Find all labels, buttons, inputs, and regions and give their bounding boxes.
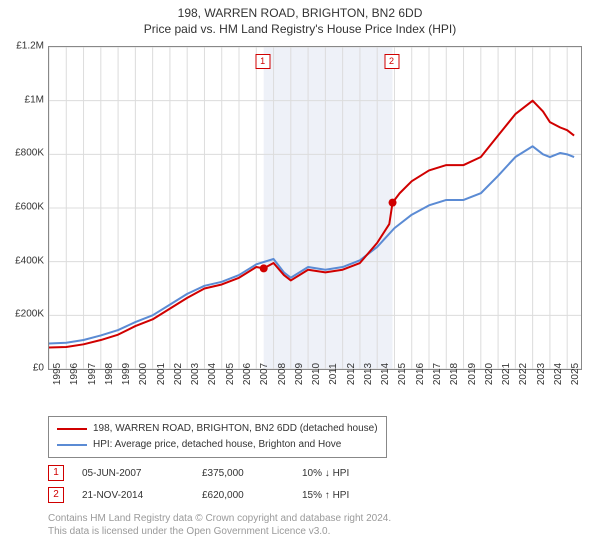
chart-plot-area — [48, 46, 582, 370]
x-tick-label: 1997 — [87, 363, 98, 385]
chart-container: 198, WARREN ROAD, BRIGHTON, BN2 6DD Pric… — [0, 0, 600, 560]
legend-swatch — [57, 444, 87, 446]
y-tick-label: £200K — [15, 309, 44, 320]
x-tick-label: 1999 — [121, 363, 132, 385]
event-delta: 10% ↓ HPI — [302, 468, 349, 479]
x-tick-label: 2003 — [190, 363, 201, 385]
event-price: £375,000 — [202, 468, 302, 479]
x-tick-label: 2018 — [449, 363, 460, 385]
x-tick-label: 2019 — [467, 363, 478, 385]
x-tick-label: 1995 — [52, 363, 63, 385]
x-tick-label: 2008 — [277, 363, 288, 385]
x-tick-label: 2013 — [363, 363, 374, 385]
event-price: £620,000 — [202, 490, 302, 501]
y-tick-label: £0 — [33, 363, 44, 374]
events-table: 1 05-JUN-2007 £375,000 10% ↓ HPI 2 21-NO… — [48, 462, 349, 506]
event-row: 1 05-JUN-2007 £375,000 10% ↓ HPI — [48, 462, 349, 484]
y-tick-label: £600K — [15, 202, 44, 213]
y-tick-label: £1M — [25, 94, 44, 105]
event-row: 2 21-NOV-2014 £620,000 15% ↑ HPI — [48, 484, 349, 506]
y-tick-label: £800K — [15, 148, 44, 159]
footer-attribution: Contains HM Land Registry data © Crown c… — [48, 512, 391, 538]
x-tick-label: 1998 — [104, 363, 115, 385]
x-tick-label: 2000 — [138, 363, 149, 385]
x-tick-label: 2007 — [259, 363, 270, 385]
chart-marker-badge: 2 — [384, 54, 399, 69]
x-tick-label: 2006 — [242, 363, 253, 385]
legend: 198, WARREN ROAD, BRIGHTON, BN2 6DD (det… — [48, 416, 387, 458]
x-tick-label: 2011 — [328, 363, 339, 385]
x-tick-label: 2023 — [536, 363, 547, 385]
x-tick-label: 2009 — [294, 363, 305, 385]
x-tick-label: 2012 — [346, 363, 357, 385]
title-subtitle: Price paid vs. HM Land Registry's House … — [0, 22, 600, 36]
legend-label: 198, WARREN ROAD, BRIGHTON, BN2 6DD (det… — [93, 421, 378, 437]
title-block: 198, WARREN ROAD, BRIGHTON, BN2 6DD Pric… — [0, 0, 600, 36]
x-tick-label: 2017 — [432, 363, 443, 385]
x-tick-label: 2014 — [380, 363, 391, 385]
footer-line: This data is licensed under the Open Gov… — [48, 525, 391, 538]
chart-svg — [49, 47, 581, 369]
x-tick-label: 1996 — [69, 363, 80, 385]
chart-marker-badge: 1 — [255, 54, 270, 69]
legend-label: HPI: Average price, detached house, Brig… — [93, 437, 341, 453]
footer-line: Contains HM Land Registry data © Crown c… — [48, 512, 391, 525]
x-tick-label: 2001 — [156, 363, 167, 385]
y-tick-label: £400K — [15, 255, 44, 266]
x-tick-label: 2022 — [518, 363, 529, 385]
x-tick-label: 2005 — [225, 363, 236, 385]
x-tick-label: 2004 — [207, 363, 218, 385]
x-tick-label: 2020 — [484, 363, 495, 385]
event-date: 05-JUN-2007 — [82, 468, 202, 479]
event-badge: 1 — [48, 465, 64, 481]
x-tick-label: 2015 — [397, 363, 408, 385]
legend-item: HPI: Average price, detached house, Brig… — [57, 437, 378, 453]
legend-swatch — [57, 428, 87, 430]
x-tick-label: 2016 — [415, 363, 426, 385]
event-badge: 2 — [48, 487, 64, 503]
event-date: 21-NOV-2014 — [82, 490, 202, 501]
legend-item: 198, WARREN ROAD, BRIGHTON, BN2 6DD (det… — [57, 421, 378, 437]
y-tick-label: £1.2M — [16, 41, 44, 52]
x-tick-label: 2002 — [173, 363, 184, 385]
x-tick-label: 2021 — [501, 363, 512, 385]
x-tick-label: 2025 — [570, 363, 581, 385]
x-tick-label: 2024 — [553, 363, 564, 385]
x-tick-label: 2010 — [311, 363, 322, 385]
event-delta: 15% ↑ HPI — [302, 490, 349, 501]
title-address: 198, WARREN ROAD, BRIGHTON, BN2 6DD — [0, 6, 600, 20]
